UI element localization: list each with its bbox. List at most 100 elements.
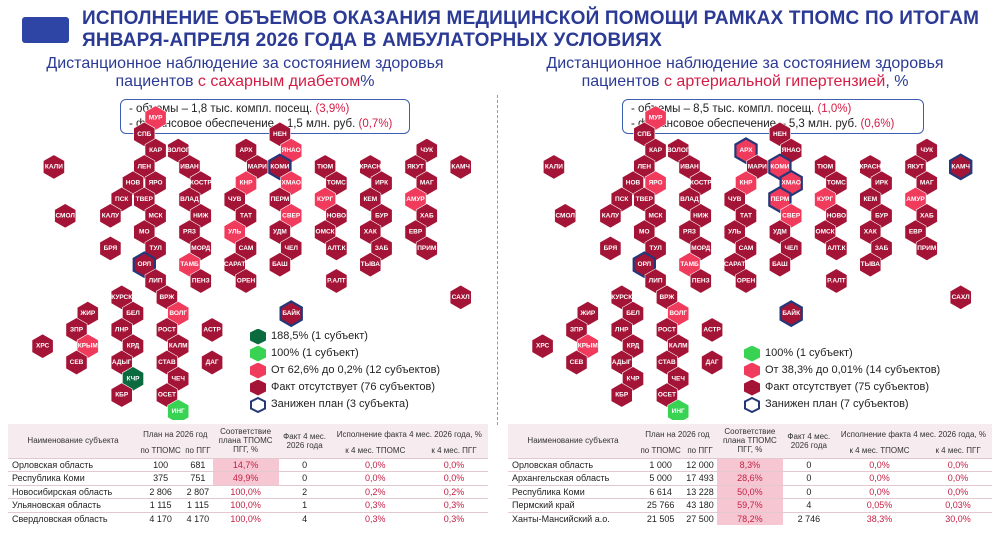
right-region-shape xyxy=(667,366,690,392)
right-region-shape xyxy=(565,349,588,376)
left-region-hex-нен: НЕН xyxy=(268,121,291,147)
left-region-label: НЕН xyxy=(273,131,287,138)
left-region-label: ИРК xyxy=(375,180,388,187)
right-region-label: АЛТ.К xyxy=(827,245,845,252)
right-region-hex-иван: ИВАН xyxy=(678,154,701,180)
left-region-hex-твер: ТВЕР xyxy=(133,186,156,213)
left-region-hex-бря: БРЯ xyxy=(99,235,122,261)
table-row: Орловская область 100 681 14,7% 0 0,0% 0,0% xyxy=(8,457,488,472)
cell-plan-pgg: 1 115 xyxy=(183,498,213,512)
left-region-hex-мур: МУР xyxy=(144,105,167,131)
left-region-hex-спб: СПБ xyxy=(133,121,156,147)
right-region-shape xyxy=(825,170,848,196)
right-region-shape xyxy=(735,268,757,294)
left-region-shape xyxy=(133,154,156,180)
right-region-hex-лип: ЛИП xyxy=(644,268,667,294)
left-volume-value: 1,8 тыс. компл. посещ. xyxy=(191,103,313,115)
right-region-hex-якут: ЯКУТ xyxy=(904,154,927,180)
right-region-hex-уль: УЛЬ xyxy=(723,219,746,245)
cell-plan-pgg: 4 170 xyxy=(183,511,213,525)
right-region-label: КЕМ xyxy=(863,196,877,203)
right-region-hex-заб: ЗАБ xyxy=(870,235,893,261)
right-region-label: КАЛМ xyxy=(669,343,688,350)
right-region-hex-адыг: АДЫГ xyxy=(610,349,633,376)
left-region-shape xyxy=(415,170,438,196)
right-region-label: ПЕНЗ xyxy=(692,278,710,285)
right-region-hex-пск: ПСК xyxy=(610,186,633,213)
right-region-label: ХАБ xyxy=(920,212,934,219)
left-region-hex-курск: КУРСК xyxy=(110,284,133,310)
right-region-hex-твер: ТВЕР xyxy=(633,186,656,213)
right-region-label: АДЫГ xyxy=(612,359,632,366)
left-region-hex-бур: БУР xyxy=(370,203,393,229)
left-region-label: БУР xyxy=(375,212,389,219)
right-region-shape xyxy=(610,284,633,310)
left-region-hex-арх: АРХ xyxy=(235,138,257,164)
right-region-hex-мур: МУР xyxy=(644,105,667,131)
cell-exec-pgg: 0,0% xyxy=(924,484,992,499)
left-region-shape xyxy=(110,284,133,310)
cell-exec-tpoms: 0,3% xyxy=(330,511,420,525)
left-legend-item: 100% (1 субъект) xyxy=(250,345,440,362)
right-region-hex-хрс: ХРС xyxy=(531,333,554,359)
left-region-shape xyxy=(144,268,167,294)
cell-name: Орловская область xyxy=(8,457,138,472)
cell-match: 100,0% xyxy=(212,484,279,499)
right-region-shape xyxy=(689,203,712,229)
left-region-shape xyxy=(133,121,156,147)
left-region-shape xyxy=(167,366,190,392)
left-region-shape xyxy=(415,203,438,229)
right-region-hex-кем: КЕМ xyxy=(859,186,882,213)
right-region-hex-байк: БАЙК xyxy=(779,300,803,328)
left-region-label: ТВЕР xyxy=(136,196,154,203)
right-region-label: ЗАБ xyxy=(875,245,889,252)
cell-exec-pgg: 30,0% xyxy=(924,511,992,525)
left-region-shape xyxy=(359,186,382,213)
cell-plan-pgg: 27 500 xyxy=(683,511,717,525)
left-region-label: ЯКУТ xyxy=(407,163,424,170)
table-row: Республика Коми 375 751 49,9% 0 0,0% 0,0% xyxy=(8,471,488,485)
left-region-hex-орен: ОРЕН xyxy=(235,268,257,294)
left-region-label: СВЕР xyxy=(282,212,301,219)
left-region-label: КРАСН xyxy=(359,163,381,170)
left-legend-label: 188,5% (1 субъект) xyxy=(271,330,368,342)
right-region-hex-алт-к: АЛТ.К xyxy=(825,235,848,261)
right-region-hex-кали: КАЛИ xyxy=(542,154,565,180)
right-legend-item: Занижен план (7 субъектов) xyxy=(744,396,940,413)
left-region-label: БАЙК xyxy=(282,308,300,317)
cell-match: 49,9% xyxy=(212,471,279,485)
right-region-shape xyxy=(915,203,938,229)
panel-divider xyxy=(497,95,498,425)
table-row: Архангельская область 5 000 17 493 28,6% 0 0,… xyxy=(508,471,992,485)
right-region-shape xyxy=(656,284,678,310)
right-region-shape xyxy=(814,219,837,245)
left-region-hex-пск: ПСК xyxy=(110,186,133,213)
left-region-label: РЯЗ xyxy=(183,229,196,236)
right-region-shape xyxy=(531,333,554,359)
cell-name: Ханты-Мансийский а.о. xyxy=(508,511,638,525)
right-region-label: ЧЕЛ xyxy=(784,245,798,252)
left-region-label: ЯРО xyxy=(149,180,163,187)
right-region-shape xyxy=(904,186,927,213)
left-region-shape xyxy=(167,301,190,327)
right-region-label: МСК xyxy=(649,212,663,219)
right-region-hex-тыва: ТЫВА xyxy=(859,252,882,278)
th-match: Соответствие плана ТПОМС ПГГ, % xyxy=(218,427,273,455)
right-region-shape xyxy=(723,186,746,213)
left-region-hex-хрс: ХРС xyxy=(31,333,54,359)
right-region-hex-амур: АМУР xyxy=(904,186,927,213)
left-region-hex-волог: ВОЛОГ xyxy=(167,138,190,164)
left-region-shape xyxy=(167,138,190,164)
left-region-hex-сахл: САХЛ xyxy=(449,284,472,310)
left-region-label: ТОМС xyxy=(327,180,346,187)
left-region-hex-крд: КРД xyxy=(122,333,144,359)
right-table: Наименование субъекта План на 2026 год С… xyxy=(508,424,992,525)
right-legend-swatch xyxy=(744,379,760,396)
left-region-label: АРХ xyxy=(239,147,253,154)
cell-fact: 2 746 xyxy=(782,511,835,525)
cell-name: Орловская область xyxy=(508,457,638,472)
left-region-label: РОСТ xyxy=(158,326,176,333)
th-plan-pgg: по ПГГ xyxy=(687,446,713,456)
left-region-hex-ряз: РЯЗ xyxy=(178,219,201,245)
left-region-shape xyxy=(415,235,438,261)
